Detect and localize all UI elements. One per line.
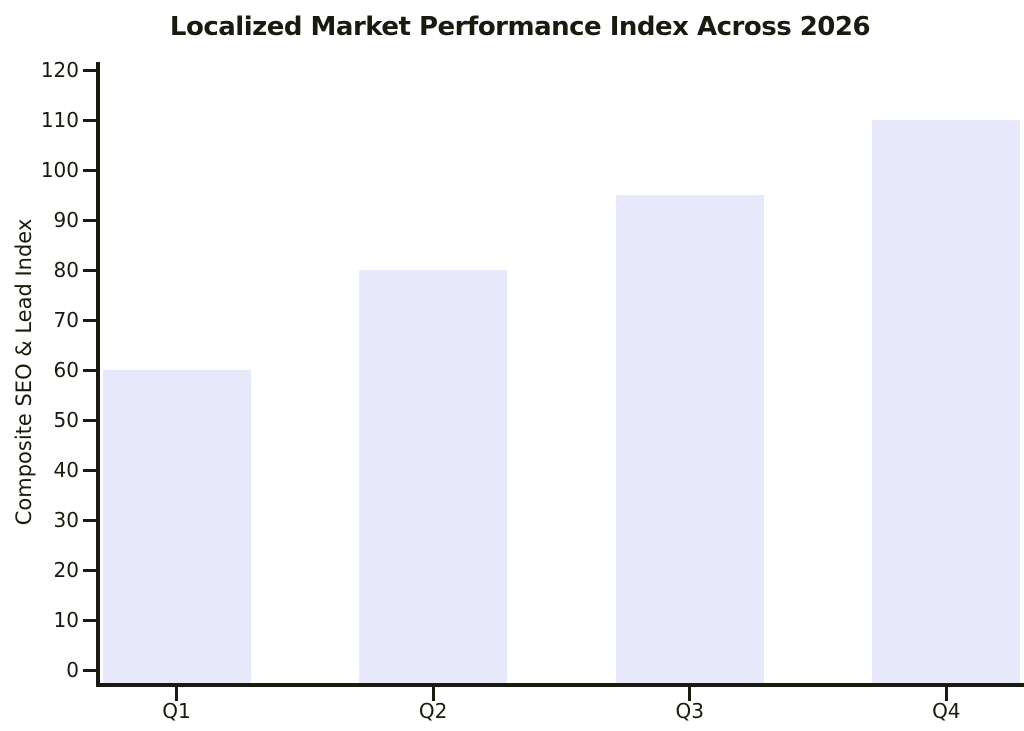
y-tick-label: 110 <box>40 108 79 132</box>
y-tick-label: 80 <box>53 258 79 282</box>
y-tick-mark <box>83 468 96 472</box>
x-tick-label-q3: Q3 <box>675 699 704 723</box>
y-tick-label: 30 <box>53 508 79 532</box>
x-tick-mark <box>431 687 435 701</box>
y-tick-mark <box>83 268 96 272</box>
bar-q3 <box>615 195 764 683</box>
y-tick-mark <box>83 218 96 222</box>
y-tick-mark <box>83 118 96 122</box>
x-tick-mark <box>944 687 948 701</box>
x-tick-label-q4: Q4 <box>932 699 961 723</box>
y-tick-mark <box>83 618 96 622</box>
y-tick-mark <box>83 68 96 72</box>
y-tick-mark <box>83 418 96 422</box>
y-axis-line <box>96 62 100 687</box>
x-tick-mark <box>688 687 692 701</box>
y-tick-label: 0 <box>66 658 79 682</box>
bar-q4 <box>872 120 1021 683</box>
y-tick-label: 50 <box>53 408 79 432</box>
x-tick-mark <box>175 687 178 701</box>
y-tick-mark <box>83 368 96 372</box>
y-tick-mark <box>83 168 96 172</box>
y-tick-label: 120 <box>40 58 79 82</box>
y-tick-label: 40 <box>53 458 79 482</box>
y-tick-mark <box>83 568 96 572</box>
bar-q1 <box>102 370 251 683</box>
bar-q2 <box>359 270 508 683</box>
y-tick-label: 10 <box>53 608 79 632</box>
y-tick-label: 90 <box>53 208 79 232</box>
y-tick-label: 60 <box>53 358 79 382</box>
y-tick-label: 70 <box>53 308 79 332</box>
y-tick-label: 20 <box>53 558 79 582</box>
y-tick-mark <box>83 318 96 322</box>
x-tick-label-q2: Q2 <box>418 699 448 723</box>
y-tick-label: 100 <box>40 158 79 182</box>
x-axis-line <box>96 683 1024 687</box>
x-tick-label-q1: Q1 <box>162 699 191 723</box>
y-tick-mark <box>83 668 96 672</box>
chart-title: Localized Market Performance Index Acros… <box>169 12 871 42</box>
y-tick-mark <box>83 518 96 522</box>
